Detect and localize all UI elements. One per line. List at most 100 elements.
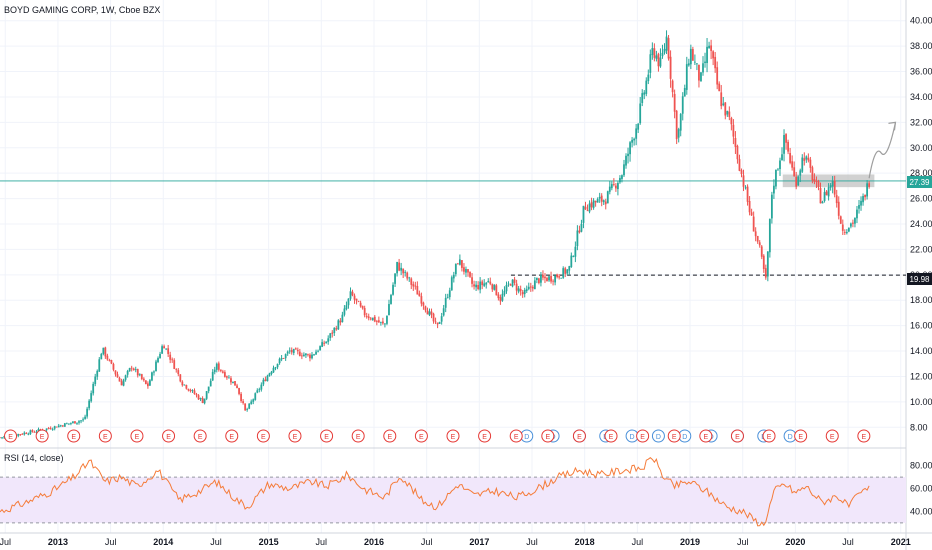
earnings-marker[interactable]: E xyxy=(256,429,270,443)
candle xyxy=(748,196,751,216)
earnings-marker[interactable]: E xyxy=(730,429,744,443)
candle xyxy=(562,266,565,279)
candle xyxy=(436,322,439,329)
candle xyxy=(754,227,757,242)
earnings-marker[interactable]: E xyxy=(193,429,207,443)
candle xyxy=(738,154,741,172)
candle xyxy=(497,292,500,301)
candle xyxy=(412,281,415,291)
earnings-marker[interactable]: E xyxy=(351,429,365,443)
svg-text:D: D xyxy=(788,434,793,441)
dividend-marker[interactable]: D xyxy=(520,429,534,443)
candle xyxy=(544,273,546,284)
svg-text:E: E xyxy=(735,434,740,441)
earnings-marker[interactable]: E xyxy=(825,429,839,443)
candle xyxy=(428,308,431,317)
earnings-marker[interactable]: E xyxy=(225,429,239,443)
candle xyxy=(146,381,149,389)
earnings-marker[interactable]: E xyxy=(509,429,523,443)
candle xyxy=(450,275,453,291)
candle xyxy=(388,299,390,316)
earnings-marker[interactable]: E xyxy=(667,429,681,443)
candle xyxy=(379,321,382,326)
candle xyxy=(70,422,72,426)
earnings-marker[interactable]: E xyxy=(67,429,81,443)
projection-arrow[interactable] xyxy=(868,122,897,179)
earnings-marker[interactable]: E xyxy=(541,429,555,443)
candle xyxy=(527,282,530,291)
candle xyxy=(80,420,82,424)
candle xyxy=(155,359,157,372)
candle xyxy=(47,426,50,430)
candle xyxy=(159,351,161,359)
candle xyxy=(525,285,528,293)
dividend-marker[interactable]: D xyxy=(651,429,665,443)
earnings-marker[interactable]: E xyxy=(320,429,334,443)
earnings-marker[interactable]: E xyxy=(98,429,112,443)
earnings-marker[interactable]: E xyxy=(130,429,144,443)
candle xyxy=(493,284,496,291)
candle xyxy=(854,217,856,228)
candle xyxy=(811,165,814,184)
candle xyxy=(503,286,506,297)
candle xyxy=(136,368,139,378)
candle xyxy=(706,38,708,73)
candle xyxy=(215,362,218,373)
svg-text:E: E xyxy=(577,434,582,441)
candle xyxy=(248,403,251,410)
earnings-marker[interactable]: E xyxy=(762,429,776,443)
candle xyxy=(315,349,317,355)
candle xyxy=(521,289,524,298)
candle xyxy=(847,227,850,233)
candle xyxy=(410,277,413,290)
time-tick: Jul xyxy=(316,537,328,547)
earnings-marker[interactable]: E xyxy=(446,429,460,443)
projection-arrow-head xyxy=(888,121,897,131)
time-tick: 2021 xyxy=(891,537,911,547)
earnings-marker[interactable]: E xyxy=(414,429,428,443)
candle xyxy=(219,369,222,373)
earnings-marker[interactable]: E xyxy=(478,429,492,443)
earnings-marker[interactable]: E xyxy=(572,429,586,443)
candle xyxy=(639,97,642,125)
earnings-marker[interactable]: E xyxy=(4,429,18,443)
candle xyxy=(230,376,232,385)
candle xyxy=(359,300,362,308)
candles xyxy=(0,30,871,440)
price-tick: 16.00 xyxy=(910,321,932,331)
candle xyxy=(29,429,32,435)
candle xyxy=(61,425,64,428)
candle xyxy=(645,77,648,97)
candle xyxy=(785,133,787,150)
candle xyxy=(369,316,372,321)
candle xyxy=(418,290,421,297)
candle xyxy=(345,301,348,311)
candle xyxy=(742,169,745,192)
earnings-marker[interactable]: E xyxy=(699,429,713,443)
candle xyxy=(325,341,328,344)
earnings-marker[interactable]: E xyxy=(794,429,808,443)
earnings-marker[interactable]: E xyxy=(636,429,650,443)
candle xyxy=(594,200,597,207)
candle xyxy=(542,270,544,281)
candle xyxy=(157,356,159,364)
time-tick: 2020 xyxy=(785,537,805,547)
time-tick: 2014 xyxy=(153,537,173,547)
candle xyxy=(181,380,184,387)
dividend-marker[interactable]: D xyxy=(625,429,639,443)
candle xyxy=(250,399,253,405)
earnings-marker[interactable]: E xyxy=(288,429,302,443)
candle xyxy=(835,189,838,208)
candle xyxy=(313,353,315,356)
candle xyxy=(130,365,133,372)
candle xyxy=(112,362,115,372)
earnings-marker[interactable]: E xyxy=(604,429,618,443)
price-tick: 38.00 xyxy=(910,41,932,51)
earnings-marker[interactable]: E xyxy=(35,429,49,443)
earnings-marker[interactable]: E xyxy=(857,429,871,443)
earnings-marker[interactable]: E xyxy=(383,429,397,443)
earnings-marker[interactable]: E xyxy=(162,429,176,443)
time-tick: 2017 xyxy=(469,537,489,547)
candle xyxy=(161,344,163,354)
candle xyxy=(523,287,526,298)
